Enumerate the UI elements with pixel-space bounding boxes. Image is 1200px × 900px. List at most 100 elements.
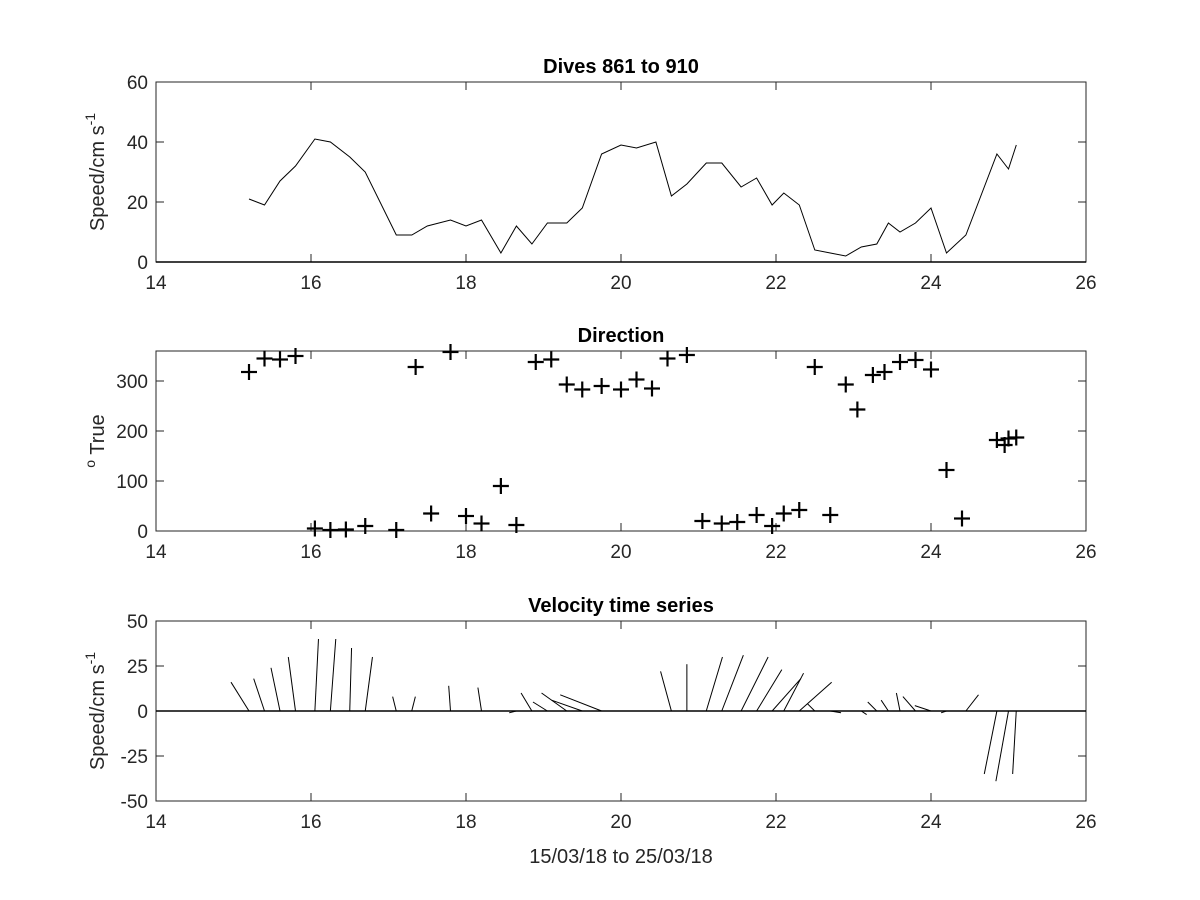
direction-point xyxy=(337,521,354,538)
velocity-stick xyxy=(392,696,397,712)
velocity-stick xyxy=(1012,710,1017,775)
velocity-stick xyxy=(551,699,583,712)
direction-point xyxy=(849,401,866,418)
velocity-stick xyxy=(660,671,672,712)
x-tick-label: 22 xyxy=(765,542,786,563)
velocity-stick xyxy=(771,678,802,712)
velocity-stick xyxy=(902,696,916,712)
direction-point xyxy=(806,359,823,375)
x-tick-label: 24 xyxy=(920,812,942,833)
direction-point xyxy=(907,352,924,368)
velocity-stick xyxy=(880,699,889,712)
y-tick-label: 200 xyxy=(116,422,148,443)
axes-frame xyxy=(155,81,1087,263)
x-axis-label: 15/03/18 to 25/03/18 xyxy=(529,846,713,868)
y-tick-label: 0 xyxy=(137,522,148,543)
velocity-stick xyxy=(230,681,250,712)
direction-point xyxy=(822,507,839,523)
velocity-stick xyxy=(867,701,878,712)
subplot-2: 14 16 18 20 22 24 26 0 100 200 300 Direction o True xyxy=(82,325,1097,563)
x-tick-label: 26 xyxy=(1075,273,1096,294)
x-tick-label: 18 xyxy=(455,542,476,563)
velocity-stick xyxy=(798,681,832,712)
velocity-stick xyxy=(287,656,296,712)
direction-point xyxy=(764,518,781,534)
velocity-stick xyxy=(520,692,533,712)
direction-point xyxy=(837,376,854,393)
direction-point xyxy=(558,376,575,393)
x-tick-label: 16 xyxy=(300,542,321,563)
velocity-stick xyxy=(721,655,744,712)
direction-point xyxy=(613,381,629,398)
velocity-stick xyxy=(411,696,416,712)
velocity-stick xyxy=(983,710,998,775)
x-tick-label: 26 xyxy=(1075,542,1096,563)
velocity-stick xyxy=(477,687,482,712)
direction-point xyxy=(442,344,459,360)
direction-point xyxy=(357,518,374,534)
direction-point xyxy=(644,380,660,397)
direction-point xyxy=(892,354,908,370)
direction-point xyxy=(492,478,509,494)
velocity-stick xyxy=(253,678,265,712)
velocity-stick xyxy=(314,638,319,712)
velocity-stick xyxy=(509,710,517,714)
y-axis-label: Speed/cm s-1 xyxy=(82,652,109,770)
x-tick-label: 20 xyxy=(610,812,631,833)
y-tick-label: 0 xyxy=(137,702,148,723)
velocity-stick xyxy=(364,656,373,712)
direction-point xyxy=(241,364,257,380)
velocity-stick xyxy=(807,703,816,712)
direction-point xyxy=(272,351,288,368)
x-tick-label: 14 xyxy=(145,273,167,294)
velocity-stick xyxy=(783,672,804,712)
direction-point xyxy=(791,502,808,518)
x-tick-label: 26 xyxy=(1075,812,1096,833)
direction-point xyxy=(256,350,273,367)
direction-point xyxy=(322,522,339,538)
velocity-stick xyxy=(756,669,783,712)
y-tick-label: 50 xyxy=(127,612,148,633)
velocity-stick xyxy=(995,710,1009,782)
speed-series-line xyxy=(248,138,1017,257)
direction-point xyxy=(543,351,560,368)
velocity-stick xyxy=(270,667,281,712)
direction-point xyxy=(729,514,746,530)
y-tick-label: 40 xyxy=(127,133,148,154)
x-tick-label: 18 xyxy=(455,812,476,833)
velocity-stick xyxy=(532,701,548,712)
direction-point xyxy=(388,522,405,538)
chart-title: Dives 861 to 910 xyxy=(543,56,699,78)
velocity-stick xyxy=(914,705,932,712)
direction-point xyxy=(527,354,544,370)
y-tick-label: -50 xyxy=(121,792,148,813)
x-tick-label: 20 xyxy=(610,542,631,563)
x-tick-label: 22 xyxy=(765,273,786,294)
velocity-stick xyxy=(940,710,947,714)
y-tick-label: 100 xyxy=(116,472,148,493)
direction-point xyxy=(508,517,525,533)
direction-point xyxy=(306,520,323,537)
direction-point xyxy=(678,347,695,363)
chart-title: Direction xyxy=(578,325,665,347)
direction-point xyxy=(407,359,424,375)
x-tick-label: 14 xyxy=(145,542,167,563)
direction-point xyxy=(876,364,893,380)
direction-point xyxy=(938,462,955,478)
y-axis-label: Speed/cm s-1 xyxy=(82,113,109,231)
velocity-stick xyxy=(349,647,353,712)
subplot-3: 14 16 18 20 22 24 26 -50 -25 0 25 50 Velocity time s… xyxy=(82,595,1097,868)
velocity-stick xyxy=(705,656,723,712)
direction-point xyxy=(748,507,765,523)
y-axis-label: o True xyxy=(82,414,109,467)
x-tick-label: 16 xyxy=(300,273,321,294)
y-tick-label: 0 xyxy=(137,253,148,274)
velocity-stick xyxy=(965,694,979,712)
direction-point xyxy=(287,348,304,364)
direction-point xyxy=(864,367,881,383)
velocity-stick xyxy=(329,638,337,712)
y-tick-label: 20 xyxy=(127,193,148,214)
direction-point xyxy=(593,378,610,394)
x-tick-label: 22 xyxy=(765,812,786,833)
